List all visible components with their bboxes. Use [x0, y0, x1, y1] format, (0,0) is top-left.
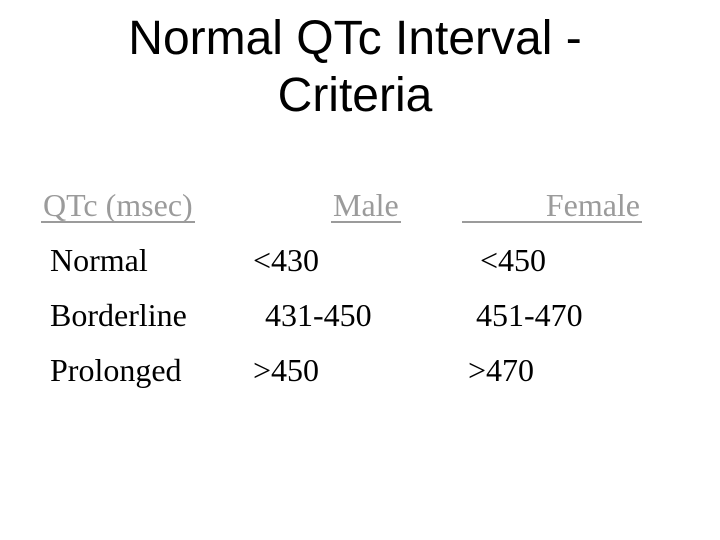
male-value: >450 — [253, 352, 320, 388]
female-value: <450 — [480, 242, 547, 278]
row-label: Normal — [50, 242, 148, 278]
table-header-row: QTc (msec) Male Female — [0, 187, 720, 223]
female-value: 451-470 — [476, 297, 583, 333]
row-label: Prolonged — [50, 352, 182, 388]
header-female: Female — [462, 189, 642, 223]
male-value: 431-450 — [265, 297, 372, 333]
header-male: Male — [331, 187, 401, 223]
table-row-prolonged: Prolonged >450 >470 — [0, 354, 720, 386]
header-qtc-msec: QTc (msec) — [41, 187, 195, 223]
female-value: >470 — [468, 352, 535, 388]
table-row-borderline: Borderline 431-450 451-470 — [0, 299, 720, 331]
table-row-normal: Normal <430 <450 — [0, 244, 720, 276]
male-value: <430 — [253, 242, 320, 278]
row-label: Borderline — [50, 297, 187, 333]
slide-title: Normal QTc Interval - Criteria — [128, 12, 582, 122]
